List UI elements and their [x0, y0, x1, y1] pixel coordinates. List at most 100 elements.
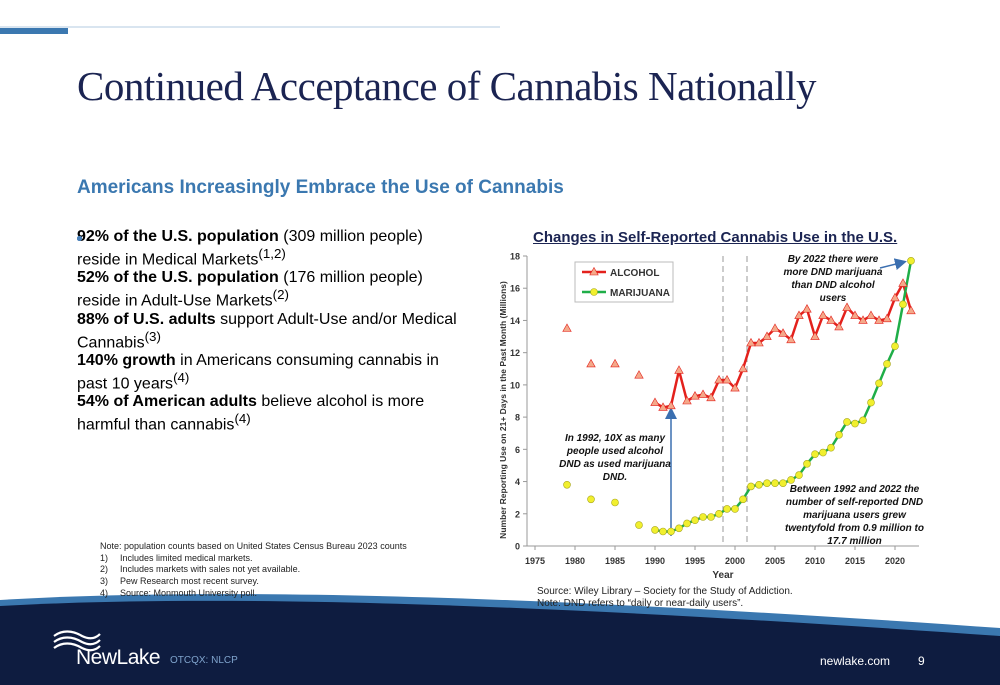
note-number: 1) [100, 552, 109, 563]
note-heading: Note: population counts based on United … [100, 541, 407, 551]
marker [707, 513, 715, 521]
marker [691, 516, 699, 525]
y-tick-label: 6 [515, 445, 520, 455]
marker [826, 315, 836, 324]
marker [635, 521, 643, 529]
note-text: Source: Monmouth University poll. [120, 587, 258, 598]
bullet: 92% of the U.S. population (309 million … [77, 228, 457, 269]
note-text: Includes markets with sales not yet avai… [120, 564, 301, 575]
marker [706, 392, 716, 402]
bullet-bold: 140% growth [77, 351, 176, 369]
note-text: Includes limited medical markets. [120, 552, 253, 563]
annotation: By 2022 there were more DND marijuana th… [783, 254, 883, 304]
note-number: 4) [100, 587, 109, 598]
bullet-sup: (2) [272, 287, 289, 303]
source-note: Note: DND refers to “daily or near-daily… [537, 598, 744, 609]
note-item: 4) Source: Monmouth University poll. [100, 588, 407, 600]
y-tick-label: 16 [510, 284, 520, 294]
y-axis-label: Number Reporting Use on 21+ Days in the … [498, 281, 508, 539]
marker [875, 379, 883, 388]
marker [835, 431, 843, 439]
slide-title: Continued Acceptance of Cannabis Nationa… [77, 63, 817, 109]
y-tick-label: 8 [515, 413, 520, 423]
bullet-sup: (3) [144, 328, 161, 344]
marker [587, 495, 595, 504]
bullet-bold: 92% of the U.S. population [77, 228, 279, 245]
marker [658, 402, 668, 411]
website: newlake.com [820, 654, 891, 668]
marker [819, 448, 827, 457]
x-tick-label: 1985 [605, 556, 625, 566]
bullet-bold: 88% of U.S. adults [77, 310, 216, 328]
marker [891, 342, 899, 351]
bullet-text: (309 million people) reside in Medical M… [77, 228, 423, 269]
bullet-list: 92% of the U.S. population (309 million … [77, 228, 457, 435]
legend-label: MARIJUANA [610, 288, 670, 299]
bullet-sup: (1,2) [258, 246, 286, 261]
marker [675, 524, 683, 533]
x-tick-label: 1980 [565, 556, 585, 566]
marker [730, 382, 740, 392]
marker [586, 358, 596, 368]
legend-marker [589, 266, 599, 276]
marker [843, 418, 851, 426]
marker [858, 315, 868, 324]
annotation-arrow [879, 258, 907, 271]
bullet: 54% of American adults believe alcohol i… [77, 236, 457, 434]
marker [786, 334, 796, 344]
note-number: 3) [100, 576, 109, 587]
marker [747, 482, 755, 491]
marker [651, 526, 659, 534]
marker [771, 479, 779, 487]
marker [723, 505, 731, 513]
slide-subtitle: Americans Increasingly Embrace the Use o… [77, 177, 564, 198]
y-tick-label: 18 [510, 252, 520, 262]
y-tick-label: 10 [510, 380, 520, 390]
y-tick-label: 0 [515, 542, 520, 552]
logo-icon [53, 630, 101, 652]
marker [907, 257, 915, 265]
marker [779, 479, 787, 487]
header-accent [0, 28, 68, 34]
bullet: 140% growth in Americans consuming canna… [77, 236, 457, 393]
source: Source: Wiley Library – Society for the … [537, 586, 793, 597]
marker [562, 323, 572, 332]
marker [842, 302, 852, 311]
legend [574, 261, 674, 303]
marker [794, 310, 804, 319]
ticker: OTCQX: NLCP [170, 655, 238, 666]
bullet-sup: (4) [173, 369, 190, 385]
marker [818, 310, 828, 319]
bullet-text: in Americans consuming cannabis in past … [77, 351, 439, 393]
marker [659, 527, 667, 536]
source-notes: Source: Wiley Library – Society for the … [537, 586, 793, 610]
marker [859, 416, 867, 425]
marker [611, 498, 619, 507]
marker [682, 395, 692, 405]
note-item: 1) Includes limited medical markets. [100, 553, 407, 565]
x-tick-label: 1990 [645, 556, 665, 566]
x-tick-label: 1975 [525, 556, 545, 566]
annotation: In 1992, 10X as many people used alcohol… [559, 433, 671, 483]
marker [811, 450, 819, 458]
marker [754, 337, 764, 347]
x-tick-label: 2005 [765, 556, 785, 566]
chart-title: Changes in Self-Reported Cannabis Use in… [533, 229, 898, 246]
marker [715, 509, 723, 518]
x-tick-label: 2010 [805, 556, 825, 566]
notes: Note: population counts based on United … [100, 541, 407, 600]
legend-label: ALCOHOL [610, 268, 659, 279]
marker [867, 398, 875, 407]
marker [787, 476, 795, 484]
note-item: 2) Includes markets with sales not yet av… [100, 564, 407, 576]
marker [610, 358, 620, 368]
marker [674, 365, 684, 374]
marker [810, 331, 820, 340]
bullet-sup: (4) [234, 411, 251, 427]
marker [698, 389, 708, 398]
marker [699, 513, 707, 521]
marker [898, 278, 908, 287]
x-tick-label: 2020 [885, 556, 905, 566]
marker [851, 419, 859, 428]
